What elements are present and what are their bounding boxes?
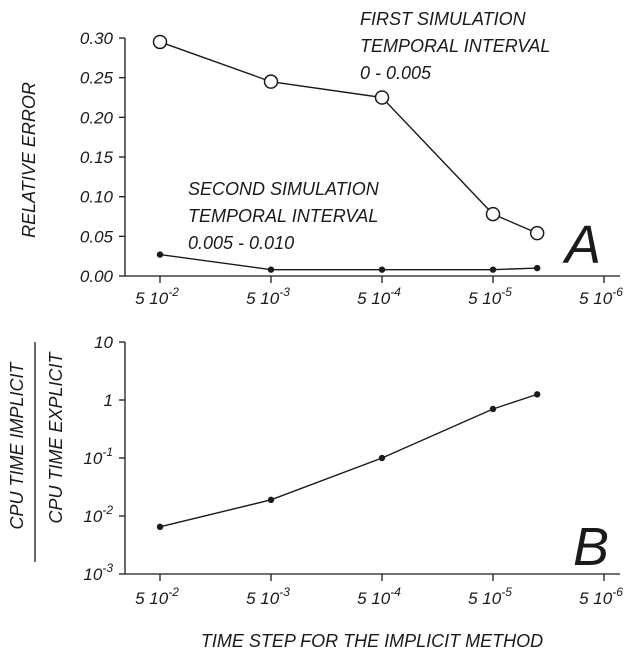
- y-tick-label-b: 10-2: [83, 503, 113, 526]
- x-tick-label-a-base: 5 10: [579, 289, 613, 308]
- y-tick-label-a: 0.10: [80, 188, 114, 207]
- annotation-first-simulation: FIRST SIMULATION: [360, 9, 527, 29]
- panel-label-b: B: [573, 517, 609, 577]
- x-tick-label-b: 5 10-3: [246, 585, 290, 608]
- x-tick-label-b: 5 10-5: [468, 585, 512, 608]
- y-tick-label-b: 10: [94, 333, 113, 352]
- series-line-b: [159, 393, 538, 528]
- x-tick-label-a: 5 10-2: [135, 285, 179, 308]
- x-tick-label-b-base: 5 10: [468, 589, 502, 608]
- annotation-second-simulation: TEMPORAL INTERVAL: [188, 206, 378, 226]
- x-tick-label-a-base: 5 10: [135, 289, 169, 308]
- x-tick-label-b-exp: -6: [612, 585, 623, 599]
- x-tick-label-a-exp: -5: [501, 285, 512, 299]
- x-tick-label-b: 5 10-2: [135, 585, 179, 608]
- data-point-filled: [378, 454, 386, 462]
- data-point-filled: [533, 391, 541, 398]
- data-point-open: [374, 90, 390, 105]
- annotation-second-simulation: 0.005 - 0.010: [188, 233, 294, 253]
- x-tick-label-a-exp: -6: [612, 285, 623, 299]
- x-tick-label-b-exp: -5: [501, 585, 512, 599]
- x-tick-label-b-exp: -2: [168, 585, 179, 599]
- y-axis-label-denominator: CPU TIME EXPLICIT: [46, 350, 66, 523]
- y-tick-label-a: 0.25: [80, 69, 114, 88]
- panel-a: 0.000.050.100.150.200.250.305 10-2 5 10-3…: [19, 9, 623, 308]
- x-tick-label-b-base: 5 10: [579, 589, 613, 608]
- data-point-open: [152, 34, 168, 50]
- y-tick-label-b-base: 10: [94, 333, 113, 352]
- data-point-open: [529, 225, 545, 241]
- y-tick-label-a: 0.05: [80, 227, 114, 246]
- x-tick-label-a-base: 5 10: [468, 289, 502, 308]
- x-tick-label-a-exp: -4: [390, 285, 401, 299]
- panel-label-a: A: [562, 215, 601, 275]
- x-tick-label-b: 5 10-6: [579, 585, 623, 608]
- data-point-filled: [156, 251, 164, 258]
- y-tick-label-b-base: 10: [83, 449, 102, 468]
- x-tick-label-a-base: 5 10: [246, 289, 280, 308]
- x-tick-label-b-exp: -3: [279, 585, 290, 599]
- annotation-first-simulation: TEMPORAL INTERVAL: [360, 36, 550, 56]
- annotation-second-simulation: SECOND SIMULATION: [188, 179, 380, 199]
- x-axis-label: TIME STEP FOR THE IMPLICIT METHOD: [201, 631, 543, 651]
- x-tick-label-a-exp: -3: [279, 285, 290, 299]
- data-point-filled: [489, 405, 497, 413]
- data-point-filled: [267, 496, 275, 504]
- y-tick-label-b: 10-3: [83, 561, 113, 584]
- x-tick-label-b-exp: -4: [390, 585, 401, 599]
- data-point-filled: [533, 264, 541, 272]
- y-tick-label-a: 0.15: [80, 148, 114, 167]
- y-axis-label-a: RELATIVE ERROR: [19, 82, 39, 238]
- y-tick-label-b-exp: -1: [102, 445, 113, 459]
- y-tick-label-a: 0.20: [80, 108, 114, 127]
- x-tick-label-b-base: 5 10: [357, 589, 391, 608]
- data-point-filled: [156, 523, 164, 531]
- y-tick-label-b: 10-1: [83, 445, 113, 468]
- y-tick-label-b: 1: [104, 391, 113, 410]
- x-tick-label-b-base: 5 10: [246, 589, 280, 608]
- x-tick-label-a-exp: -2: [168, 285, 179, 299]
- y-tick-label-b-base: 10: [83, 507, 102, 526]
- x-tick-label-a: 5 10-4: [357, 285, 401, 308]
- y-axis-label-numerator: CPU TIME IMPLICIT: [7, 360, 27, 529]
- y-tick-label-b-base: 1: [104, 391, 113, 410]
- data-point-filled: [489, 266, 497, 273]
- x-tick-label-a: 5 10-3: [246, 285, 290, 308]
- y-tick-label-b-base: 10: [83, 565, 102, 584]
- data-point-filled: [267, 266, 275, 273]
- x-tick-label-b-base: 5 10: [135, 589, 169, 608]
- y-tick-label-a: 0.30: [80, 29, 114, 48]
- data-point-open: [485, 206, 501, 222]
- y-tick-label-a: 0.00: [80, 267, 114, 286]
- x-tick-label-a: 5 10-5: [468, 285, 512, 308]
- series-line-a-2: [159, 253, 538, 271]
- series-line-a-1: [159, 41, 538, 234]
- data-point-open: [263, 74, 279, 89]
- y-tick-label-b-exp: -2: [102, 503, 113, 517]
- y-tick-label-b-exp: -3: [102, 561, 113, 575]
- data-point-filled: [378, 266, 386, 273]
- x-tick-label-b: 5 10-4: [357, 585, 401, 608]
- x-tick-label-a-base: 5 10: [357, 289, 391, 308]
- x-tick-label-a: 5 10-6: [579, 285, 623, 308]
- annotation-first-simulation: 0 - 0.005: [360, 63, 432, 83]
